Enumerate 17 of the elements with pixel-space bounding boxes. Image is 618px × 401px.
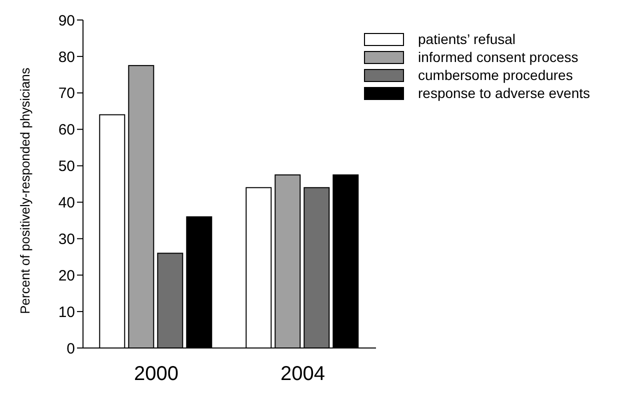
x-tick-label: 2004 — [280, 363, 325, 386]
y-tick-label: 0 — [66, 340, 75, 358]
y-tick-label: 10 — [58, 304, 75, 321]
y-tick-label: 60 — [58, 122, 75, 139]
y-tick-label: 80 — [58, 48, 75, 66]
y-tick-label: 20 — [58, 267, 75, 284]
legend-label: cumbersome procedures — [418, 67, 573, 83]
y-tick-label: 50 — [58, 158, 75, 176]
y-tick-label: 70 — [58, 85, 75, 102]
y-tick-label: 90 — [58, 12, 75, 30]
y-axis-title: Percent of positively-responded physicians — [18, 67, 33, 314]
legend-label: informed consent process — [418, 49, 578, 65]
y-tick-label: 30 — [58, 230, 75, 248]
x-tick-label: 2000 — [134, 363, 178, 386]
y-tick-label: 40 — [58, 194, 75, 212]
legend-label: response to adverse events — [418, 85, 590, 101]
legend-label: patients’ refusal — [418, 31, 516, 47]
